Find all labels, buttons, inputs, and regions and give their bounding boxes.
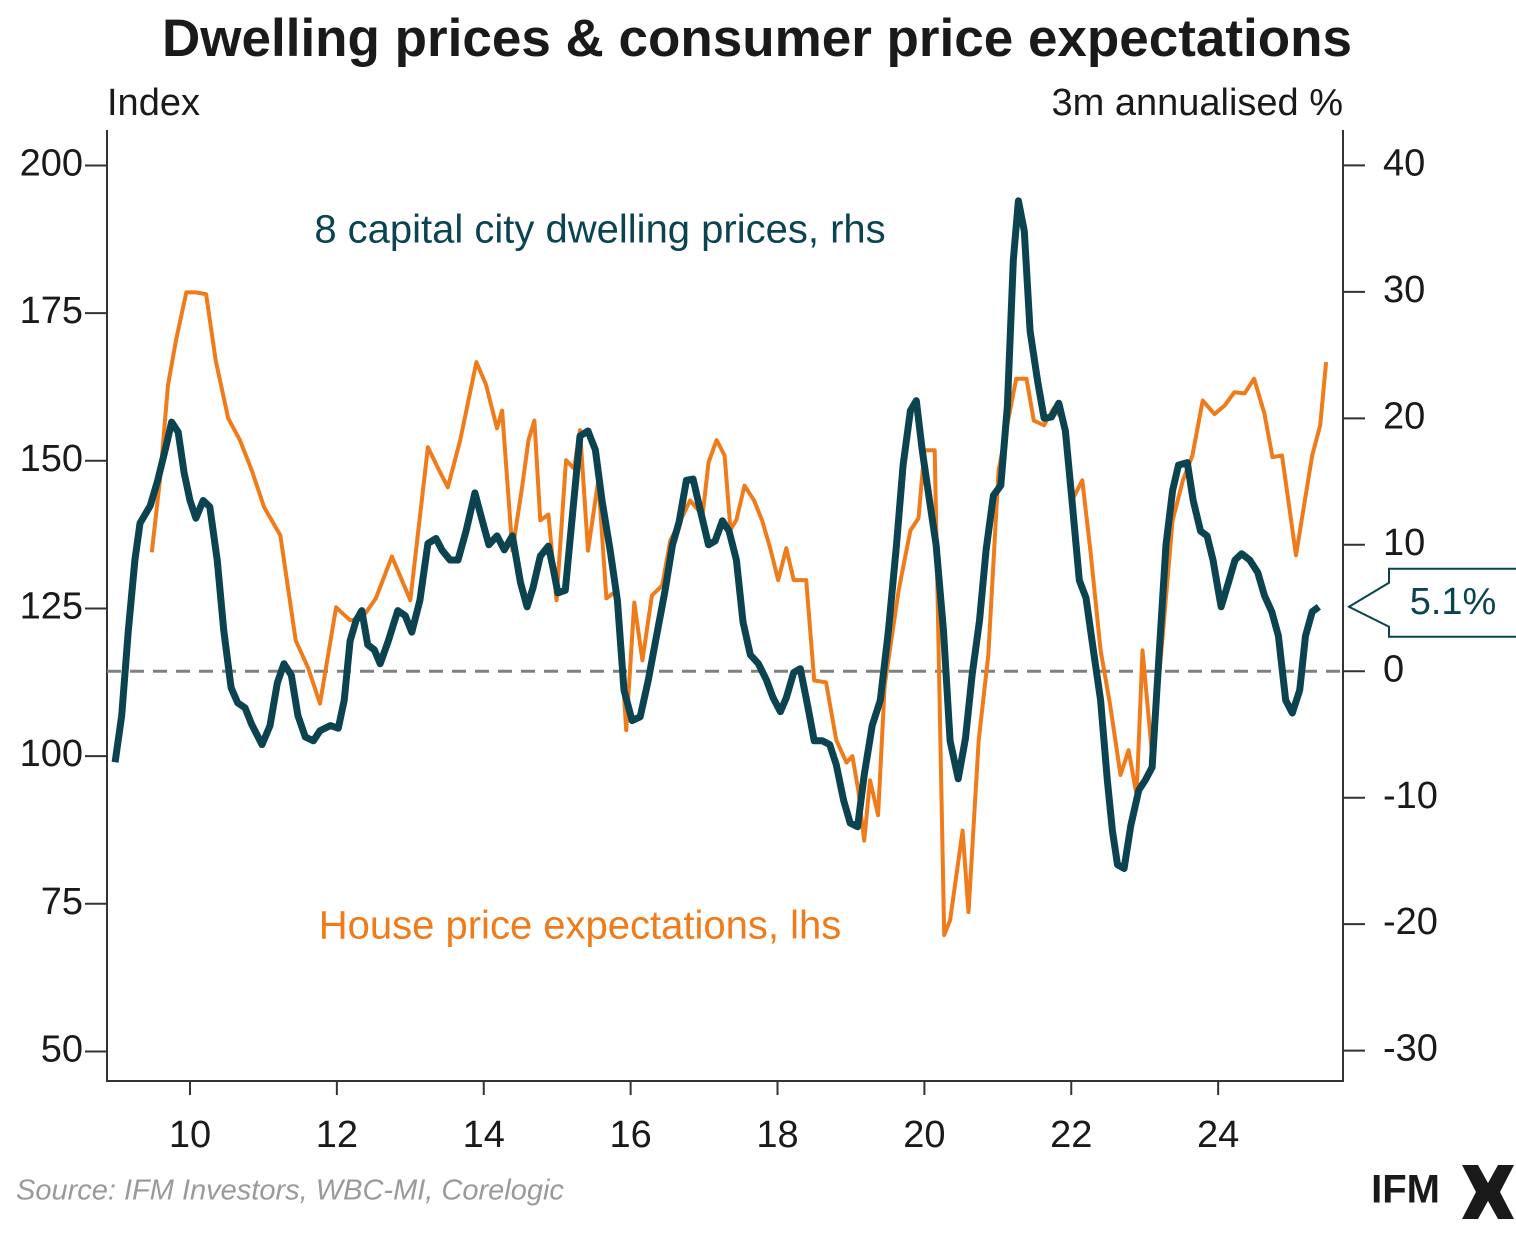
x-tick-label: 12	[316, 1114, 358, 1156]
x-tick-label: 14	[463, 1114, 505, 1156]
x-tick-label: 20	[903, 1114, 945, 1156]
callout-label: 5.1%	[1410, 581, 1497, 623]
y2-tick-label: 40	[1383, 142, 1425, 184]
x-tick-label: 24	[1197, 1114, 1239, 1156]
y-tick-label: 200	[20, 142, 83, 184]
y-tick-label: 150	[20, 438, 83, 480]
y-tick-label: 50	[41, 1028, 83, 1070]
y2-tick-label: 30	[1383, 269, 1425, 311]
x-tick-label: 22	[1050, 1114, 1092, 1156]
y2-axis-label: 3m annualised %	[1051, 82, 1343, 124]
series-label: 8 capital city dwelling prices, rhs	[314, 208, 885, 252]
callout-box	[1346, 567, 1516, 638]
x-tick-label: 18	[756, 1114, 798, 1156]
y2-tick-label: 20	[1383, 395, 1425, 437]
y-tick-label: 100	[20, 733, 83, 775]
y2-tick-label: -30	[1383, 1028, 1438, 1070]
series-line	[149, 290, 1329, 938]
series-line	[111, 197, 1321, 872]
y-axis-label: Index	[107, 82, 200, 124]
y2-tick-label: -20	[1383, 901, 1438, 943]
x-tick-label: 10	[169, 1114, 211, 1156]
brand-logo	[1462, 1165, 1514, 1219]
series-label: House price expectations, lhs	[319, 904, 842, 948]
y2-tick-label: 0	[1383, 648, 1404, 690]
x-tick-label: 16	[609, 1114, 651, 1156]
y-tick-label: 175	[20, 290, 83, 332]
source: Source: IFM Investors, WBC-MI, Corelogic	[16, 1175, 564, 1207]
chart-title: Dwelling prices & consumer price expecta…	[162, 9, 1352, 68]
y-tick-label: 75	[41, 881, 83, 923]
y-tick-label: 125	[20, 585, 83, 627]
y2-tick-label: -10	[1383, 775, 1438, 817]
y2-tick-label: 10	[1383, 522, 1425, 564]
brand: IFM	[1371, 1168, 1440, 1212]
